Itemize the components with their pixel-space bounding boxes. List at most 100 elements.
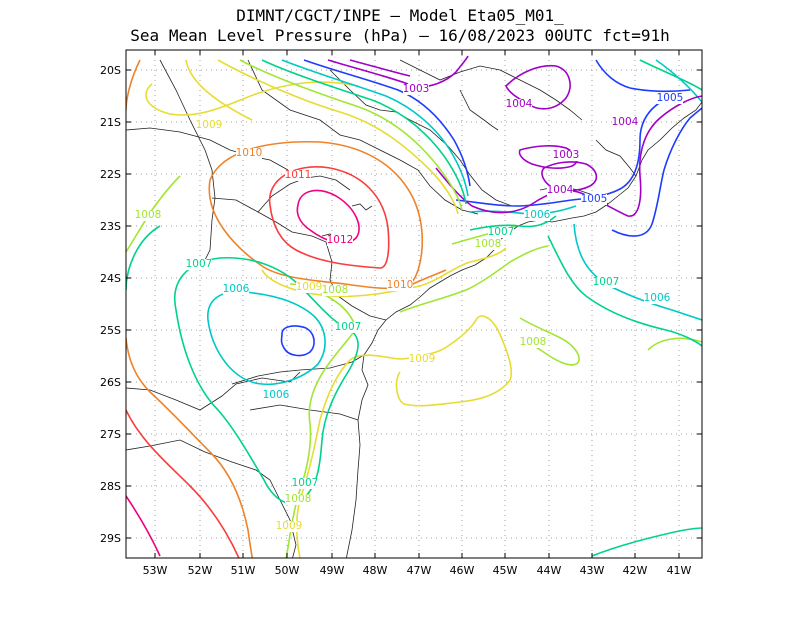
lon-label: 45W: [493, 564, 518, 577]
contour-label: 1007: [593, 276, 620, 288]
lat-label: 29S: [100, 532, 121, 545]
contour-labels: 1003100410031004100410051005100610071008…: [135, 83, 684, 532]
isobar-1010: [126, 337, 254, 558]
axis-ticks: [126, 50, 702, 558]
lon-label: 52W: [188, 564, 213, 577]
contour-label: 1007: [292, 477, 319, 489]
contour-label: 1009: [276, 520, 303, 532]
contour-label-bg: [488, 227, 514, 238]
contour-label-bg: [403, 84, 429, 95]
contour-label: 1010: [236, 147, 263, 159]
lon-label: 50W: [275, 564, 300, 577]
isobar-1005: [595, 59, 691, 93]
contour-label-bg: [322, 285, 348, 296]
isobar-1006: [281, 59, 469, 197]
contour-label-bg: [475, 239, 501, 250]
isobar-1008: [647, 337, 702, 351]
lon-label: 43W: [580, 564, 605, 577]
contour-label: 1007: [186, 258, 213, 270]
lat-label: 24S: [100, 272, 121, 285]
isobar-1007: [174, 256, 359, 505]
contour-label-bg: [506, 99, 532, 110]
contour-label-bg: [292, 478, 318, 489]
contour-label: 1005: [657, 92, 684, 104]
isobar-1006: [655, 59, 702, 103]
contour-label-bg: [285, 170, 311, 181]
map-title-line-2: Sea Mean Level Pressure (hPa) – 16/08/20…: [130, 26, 670, 45]
contour-label: 1008: [285, 493, 312, 505]
contour-label: 1008: [135, 209, 162, 221]
lon-label: 42W: [623, 564, 648, 577]
isobar-1005: [611, 107, 702, 237]
isobar-1011: [268, 166, 390, 269]
map-title-line-1: DIMNT/CGCT/INPE – Model Eta05_M01_: [236, 6, 564, 25]
contour-label: 1008: [475, 238, 502, 250]
contour-label-bg: [285, 494, 311, 505]
contour-label-bg: [581, 194, 607, 205]
isobar-1005: [280, 325, 315, 357]
contour-label: 1003: [403, 83, 430, 95]
contour-label-bg: [327, 235, 353, 246]
river-parana: [159, 59, 216, 271]
contour-label: 1005: [581, 193, 608, 205]
contour-label: 1003: [553, 149, 580, 161]
contour-label-bg: [135, 210, 161, 221]
state-border-rs: [249, 404, 359, 421]
isobar-1006: [573, 223, 702, 321]
contour-label-bg: [335, 322, 361, 333]
lat-label: 27S: [100, 428, 121, 441]
contour-label: 1007: [335, 321, 362, 333]
state-border-es: [595, 139, 637, 177]
contour-label-bg: [644, 293, 670, 304]
contour-label: 1009: [409, 353, 436, 365]
contour-label-bg: [196, 120, 222, 131]
contour-label: 1011: [285, 169, 312, 181]
contour-label: 1012: [327, 234, 354, 246]
river-sao-francisco: [459, 89, 499, 131]
isobar-1011: [126, 409, 240, 558]
contour-label-bg: [657, 93, 683, 104]
isobar-1008: [239, 59, 463, 211]
lat-label: 26S: [100, 376, 121, 389]
contour-label: 1008: [322, 284, 349, 296]
contour-label: 1007: [488, 226, 515, 238]
isobar-1012: [296, 189, 360, 244]
isobar-1005: [303, 59, 471, 187]
lon-label: 44W: [537, 564, 562, 577]
state-border-go: [126, 127, 289, 171]
isobar-1007: [547, 235, 702, 347]
contour-label-bg: [263, 390, 289, 401]
southern-border: [126, 439, 297, 558]
contour-label: 1006: [524, 209, 551, 221]
isobar-1003: [518, 145, 578, 169]
contour-label-bg: [520, 337, 546, 348]
lon-label: 46W: [450, 564, 475, 577]
isobar-1009: [185, 59, 253, 121]
state-border-sc: [231, 354, 365, 385]
isobar-1007: [591, 527, 702, 557]
isobar-1004: [541, 161, 598, 192]
contour-label: 1004: [547, 184, 574, 196]
isobar-1009: [217, 59, 459, 215]
isobar-1008: [519, 317, 580, 366]
isobar-1004: [327, 59, 409, 85]
contour-label-bg: [236, 148, 262, 159]
contour-label-bg: [296, 282, 322, 293]
contour-label: 1008: [520, 336, 547, 348]
state-border-mg-2: [329, 69, 513, 207]
contour-label-bg: [409, 354, 435, 365]
isobar-1008: [399, 245, 549, 313]
lon-label: 41W: [667, 564, 692, 577]
lon-label: 51W: [231, 564, 256, 577]
lon-label: 49W: [320, 564, 345, 577]
contour-label-bg: [387, 280, 413, 291]
contour-label-bg: [276, 521, 302, 532]
contour-label-bg: [553, 150, 579, 161]
contour-label-bg: [186, 259, 212, 270]
lon-label: 48W: [363, 564, 388, 577]
contour-label: 1004: [506, 98, 533, 110]
axis-tick-labels: 20S 21S 22S 23S 24S 25S 26S 27S 28S 29S 53W 52W 51W 5…: [100, 64, 692, 577]
contour-label-bg: [223, 284, 249, 295]
lon-label: 53W: [143, 564, 168, 577]
